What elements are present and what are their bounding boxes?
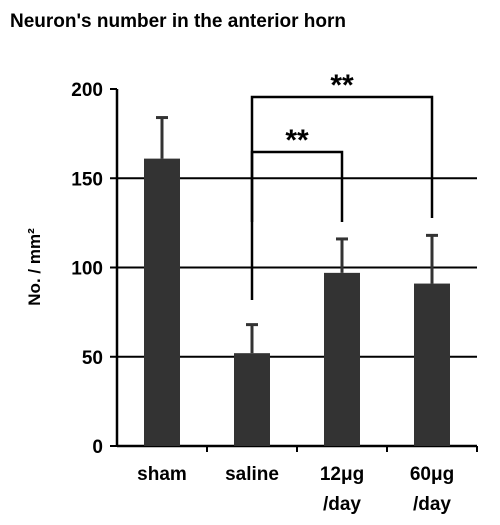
- x-tick-label: 12μg/day: [320, 464, 364, 515]
- significance-bracket: [250, 150, 344, 222]
- chart-title: Neuron's number in the anterior horn: [10, 11, 346, 32]
- bar: [324, 272, 360, 446]
- significance-label: **: [330, 69, 354, 102]
- y-tick-label: 50: [82, 348, 103, 369]
- bar: [144, 158, 180, 447]
- bar: [414, 283, 450, 446]
- x-tick-label: 60μg/day: [410, 464, 454, 515]
- y-axis-label: No. / mm²: [25, 228, 44, 306]
- y-tick-label: 0: [92, 437, 103, 458]
- bar: [234, 353, 270, 446]
- y-tick-label: 200: [71, 80, 103, 101]
- x-tick-label: sham: [137, 464, 187, 485]
- y-tick-label: 150: [71, 169, 103, 190]
- significance-label: **: [285, 124, 309, 157]
- y-tick-label: 100: [71, 259, 103, 280]
- x-tick-label: saline: [225, 464, 279, 485]
